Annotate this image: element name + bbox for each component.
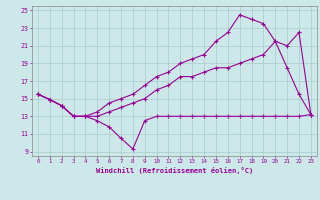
X-axis label: Windchill (Refroidissement éolien,°C): Windchill (Refroidissement éolien,°C) <box>96 167 253 174</box>
